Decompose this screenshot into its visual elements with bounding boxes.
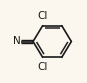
- Text: N: N: [13, 37, 21, 46]
- Text: Cl: Cl: [37, 11, 47, 21]
- Text: Cl: Cl: [37, 62, 47, 72]
